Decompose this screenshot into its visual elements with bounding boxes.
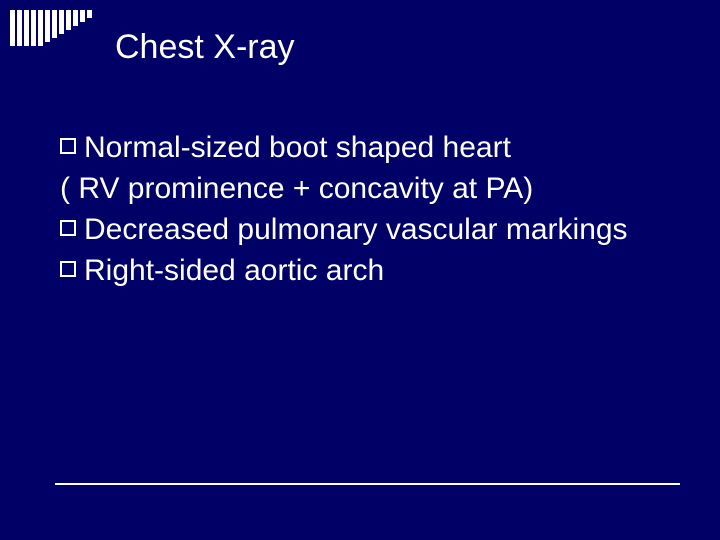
bullet-item: Decreased pulmonary vascular markings (60, 210, 680, 249)
bullet-text: Normal-sized boot shaped heart (84, 128, 680, 167)
decoration-bar (59, 10, 64, 34)
bullet-marker-icon (60, 261, 76, 277)
bullet-item: Normal-sized boot shaped heart (60, 128, 680, 167)
corner-decoration (10, 10, 92, 46)
bullet-text: Right-sided aortic arch (84, 251, 680, 290)
decoration-bar (73, 10, 78, 26)
bullet-text: Decreased pulmonary vascular markings (84, 210, 680, 249)
decoration-bar (38, 10, 43, 46)
slide-title: Chest X-ray (115, 28, 295, 67)
decoration-bar (87, 10, 92, 18)
decoration-bar (24, 10, 29, 46)
decoration-bar (45, 10, 50, 42)
decoration-bar (52, 10, 57, 38)
decoration-bar (80, 10, 85, 22)
slide-body: Normal-sized boot shaped heart( RV promi… (60, 128, 680, 292)
bullet-marker-icon (60, 220, 76, 236)
horizontal-divider (55, 483, 680, 485)
plain-line: ( RV prominence + concavity at PA) (60, 169, 680, 208)
decoration-bar (10, 10, 15, 46)
bullet-marker-icon (60, 138, 76, 154)
decoration-bar (17, 10, 22, 46)
decoration-bar (66, 10, 71, 30)
decoration-bar (31, 10, 36, 46)
bullet-item: Right-sided aortic arch (60, 251, 680, 290)
